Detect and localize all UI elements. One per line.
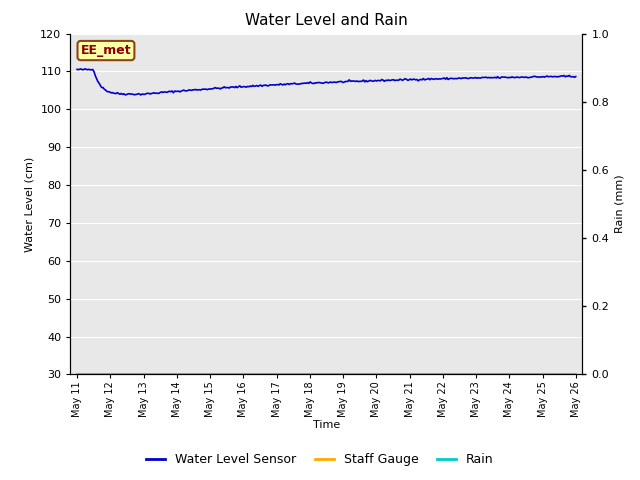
Y-axis label: Rain (mm): Rain (mm) bbox=[615, 175, 625, 233]
X-axis label: Time: Time bbox=[313, 420, 340, 430]
Text: EE_met: EE_met bbox=[81, 44, 131, 57]
Title: Water Level and Rain: Water Level and Rain bbox=[245, 13, 408, 28]
Legend: Water Level Sensor, Staff Gauge, Rain: Water Level Sensor, Staff Gauge, Rain bbox=[141, 448, 499, 471]
Y-axis label: Water Level (cm): Water Level (cm) bbox=[25, 156, 35, 252]
